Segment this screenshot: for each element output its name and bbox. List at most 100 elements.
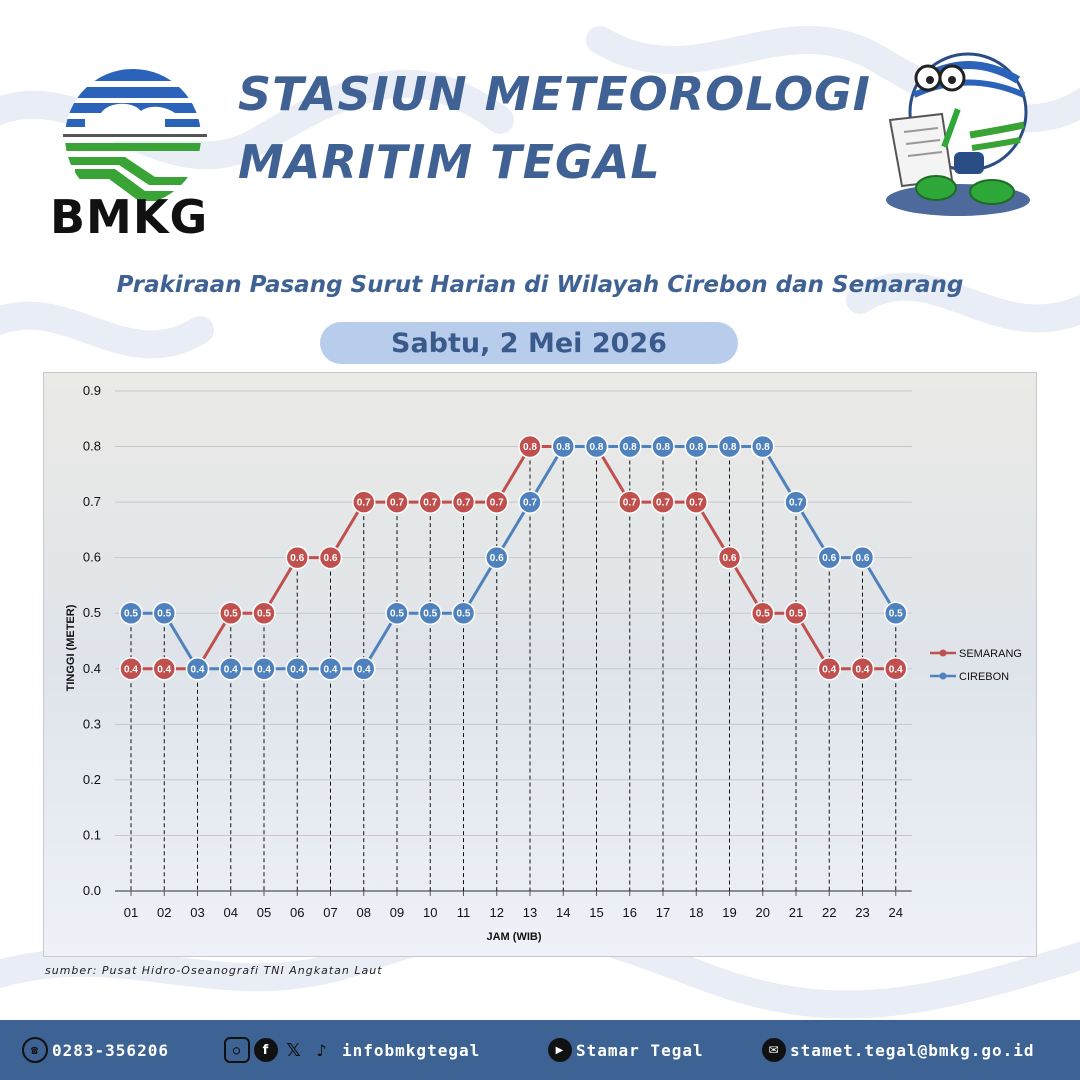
data-label: 0.7 [523, 498, 537, 509]
footer-email[interactable]: ✉ stamet.tegal@bmkg.go.id [762, 1020, 1035, 1080]
data-point-cirebon [817, 545, 841, 570]
data-label: 0.8 [523, 442, 537, 453]
data-point-cirebon [152, 601, 176, 625]
y-tick-label: 0.6 [83, 550, 101, 565]
x-tick-label: 07 [323, 905, 337, 920]
x-tick-label: 05 [257, 905, 271, 920]
x-tick-label: 17 [656, 905, 670, 920]
legend-swatch-marker [939, 672, 947, 680]
data-label: 0.4 [290, 664, 304, 675]
x-tick-label: 15 [589, 905, 603, 920]
mail-icon: ✉ [762, 1038, 786, 1062]
tiktok-icon: ♪ [316, 1040, 328, 1060]
footer-social[interactable]: ○ f 𝕏 ♪ infobmkgtegal [224, 1020, 480, 1080]
data-point-cirebon [618, 434, 642, 459]
data-point-semarang [219, 601, 243, 625]
data-point-cirebon [219, 657, 243, 681]
x-tick-label: 20 [756, 905, 770, 920]
youtube-icon: ▶ [548, 1038, 572, 1062]
data-label: 0.4 [157, 664, 171, 675]
x-tick-label: 22 [822, 905, 836, 920]
footer-phone[interactable]: ☎ 0283-356206 [22, 1020, 169, 1080]
chart-axes: 0.0 0.1 0.2 0.3 0.4 0.5 0.6 0.7 0.8 0.9 01 02 03 04 05… [83, 383, 903, 920]
data-label: 0.4 [124, 664, 138, 675]
data-source-note: sumber: Pusat Hidro-Oseanografi TNI Angk… [45, 964, 383, 977]
data-label: 0.7 [623, 498, 637, 509]
data-label: 0.7 [357, 498, 371, 509]
date-badge: Sabtu, 2 Mei 2026 [320, 322, 738, 364]
data-label: 0.7 [689, 498, 703, 509]
data-point-semarang [651, 490, 675, 514]
data-point-semarang [817, 657, 841, 681]
data-point-cirebon [551, 434, 575, 459]
data-point-semarang [684, 490, 708, 514]
data-point-cirebon [119, 601, 143, 625]
data-label: 0.8 [590, 442, 604, 453]
instagram-icon: ○ [224, 1037, 250, 1063]
x-tick-label: 19 [722, 905, 736, 920]
data-point-cirebon [485, 545, 509, 570]
data-label: 0.6 [324, 553, 338, 564]
data-point-cirebon [418, 601, 442, 625]
data-point-semarang [850, 657, 875, 681]
data-point-cirebon [385, 601, 409, 625]
data-point-semarang [618, 490, 642, 514]
y-tick-label: 0.2 [83, 772, 101, 787]
data-label: 0.7 [789, 498, 803, 509]
chart-series: 0.4 0.4 0.4 0.5 0.5 0.6 0.6 0.7 0.7 0.7 0.7 0.7 0.8 0… [119, 434, 908, 681]
data-point-semarang [717, 545, 742, 570]
chart-legend: SEMARANG CIREBON [930, 648, 1022, 683]
data-label: 0.8 [623, 442, 637, 453]
data-label: 0.6 [856, 553, 870, 564]
data-point-cirebon [518, 490, 542, 514]
data-point-semarang [152, 657, 176, 681]
data-label: 0.7 [656, 498, 670, 509]
data-point-semarang [318, 545, 343, 570]
x-tick-label: 02 [157, 905, 171, 920]
x-tick-label: 16 [623, 905, 637, 920]
y-tick-label: 0.1 [83, 827, 101, 842]
data-point-cirebon [285, 657, 309, 681]
data-point-semarang [884, 657, 908, 681]
x-tick-label: 03 [190, 905, 204, 920]
phone-number: 0283-356206 [52, 1040, 169, 1060]
data-label: 0.4 [357, 664, 371, 675]
data-point-semarang [751, 601, 775, 625]
x-tick-label: 04 [224, 905, 238, 920]
data-label: 0.4 [191, 664, 205, 675]
y-tick-label: 0.3 [83, 716, 101, 731]
data-label: 0.5 [257, 609, 271, 620]
x-axis-title: JAM (WIB) [487, 931, 542, 943]
x-tick-label: 06 [290, 905, 304, 920]
data-label: 0.5 [157, 609, 171, 620]
chart-droplines [130, 446, 897, 891]
footer-bar: ☎ 0283-356206 ○ f 𝕏 ♪ infobmkgtegal ▶ St… [0, 1020, 1080, 1080]
youtube-channel: Stamar Tegal [576, 1040, 704, 1060]
x-tick-label: 24 [889, 905, 903, 920]
x-tick-label: 10 [423, 905, 437, 920]
y-tick-label: 0.5 [83, 605, 101, 620]
footer-youtube[interactable]: ▶ Stamar Tegal [548, 1020, 704, 1080]
x-tick-label: 23 [855, 905, 869, 920]
y-tick-label: 0.4 [83, 661, 101, 676]
data-point-semarang [451, 490, 476, 514]
data-point-semarang [119, 657, 143, 681]
x-tick-label: 13 [523, 905, 537, 920]
data-label: 0.5 [423, 609, 437, 620]
data-point-semarang [418, 490, 442, 514]
forecast-subtitle: Prakiraan Pasang Surut Harian di Wilayah… [116, 272, 964, 298]
data-point-semarang [285, 545, 309, 570]
station-title: STASIUN METEOROLOGI MARITIM TEGAL [238, 60, 871, 196]
x-tick-label: 01 [124, 905, 138, 920]
station-title-line1: STASIUN METEOROLOGI [238, 67, 871, 121]
data-label: 0.7 [423, 498, 437, 509]
data-label: 0.4 [257, 664, 271, 675]
x-tick-label: 11 [457, 905, 471, 920]
facebook-icon: f [254, 1038, 278, 1062]
data-label: 0.5 [457, 609, 471, 620]
data-label: 0.6 [822, 553, 836, 564]
data-point-cirebon [717, 434, 742, 459]
phone-icon: ☎ [22, 1037, 48, 1063]
data-point-semarang [518, 434, 542, 459]
x-tick-label: 12 [490, 905, 504, 920]
